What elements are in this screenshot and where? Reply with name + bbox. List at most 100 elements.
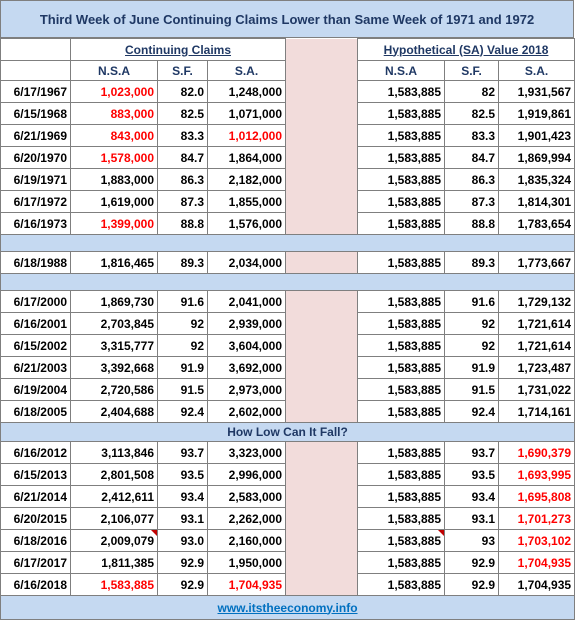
cell-hypo-sa: 1,695,808	[498, 485, 575, 508]
cell-sf: 89.3	[157, 251, 208, 274]
table-row: 6/20/2015 2,106,077 93.1 2,262,000 1,583…	[0, 507, 575, 530]
cell-sa: 2,160,000	[206, 529, 287, 552]
cell-sf: 93.4	[157, 485, 208, 508]
table-row: 6/17/2000 1,869,730 91.6 2,041,000 1,583…	[0, 290, 575, 313]
divider-cell	[285, 190, 359, 213]
cell-hypo-nsa: 1,583,885	[357, 573, 446, 596]
cell-sf: 92.9	[157, 573, 208, 596]
cell-hypo-nsa: 1,583,885	[357, 190, 446, 213]
cell-hypo-nsa: 1,583,885	[357, 290, 446, 313]
divider-cell	[285, 312, 359, 335]
col-header-hypo-nsa: N.S.A	[357, 60, 446, 81]
footer-cell: www.itstheeconomy.info	[0, 595, 575, 620]
cell-hypo-sa: 1,704,935	[498, 551, 575, 574]
cell-sa: 1,704,935	[206, 573, 287, 596]
divider-cell	[285, 168, 359, 191]
cell-hypo-sa: 1,721,614	[498, 334, 575, 357]
table-row: 6/19/2004 2,720,586 91.5 2,973,000 1,583…	[0, 378, 575, 401]
cell-date: 6/19/2004	[0, 378, 71, 401]
cell-nsa: 3,315,777	[70, 334, 158, 357]
cell-nsa: 3,392,668	[70, 356, 158, 379]
cell-hypo-sf: 87.3	[444, 190, 500, 213]
divider-cell	[285, 212, 359, 235]
divider-cell	[285, 356, 359, 379]
cell-date: 6/18/2016	[0, 529, 71, 552]
cell-nsa: 2,801,508	[70, 463, 158, 486]
table-row: 6/21/2003 3,392,668 91.9 3,692,000 1,583…	[0, 356, 575, 379]
cell-sa: 3,604,000	[206, 334, 287, 357]
cell-hypo-nsa: 1,583,885	[357, 551, 446, 574]
divider-cell	[285, 573, 359, 596]
cell-sf: 82.5	[157, 102, 208, 125]
cell-hypo-nsa: 1,583,885	[357, 146, 446, 169]
cell-sf: 86.3	[157, 168, 208, 191]
cell-hypo-nsa: 1,583,885	[357, 356, 446, 379]
cell-hypo-sf: 93.4	[444, 485, 500, 508]
cell-sa: 1,576,000	[206, 212, 287, 235]
cell-date: 6/16/2001	[0, 312, 71, 335]
cell-sf: 93.0	[157, 529, 208, 552]
divider-cell	[285, 102, 359, 125]
divider-cell	[285, 507, 359, 530]
cell-sf: 91.5	[157, 378, 208, 401]
cell-nsa: 1,619,000	[70, 190, 158, 213]
cell-hypo-nsa: 1,583,885	[357, 400, 446, 423]
table-row: 6/18/1988 1,816,465 89.3 2,034,000 1,583…	[0, 251, 575, 274]
cell-hypo-sf: 89.3	[444, 251, 500, 274]
cell-date: 6/18/2005	[0, 400, 71, 423]
cell-sa: 1,071,000	[206, 102, 287, 125]
cell-nsa: 1,399,000	[70, 212, 158, 235]
table-row: 6/16/2012 3,113,846 93.7 3,323,000 1,583…	[0, 441, 575, 464]
cell-sf: 92.4	[157, 400, 208, 423]
cell-hypo-sf: 91.9	[444, 356, 500, 379]
col-header-hypo-sa: S.A.	[498, 60, 575, 81]
cell-sa: 2,939,000	[206, 312, 287, 335]
table-row: 6/15/1968 883,000 82.5 1,071,000 1,583,8…	[0, 102, 575, 125]
cell-hypo-nsa: 1,583,885	[357, 441, 446, 464]
cell-nsa: 2,009,079	[70, 529, 158, 552]
cell-hypo-sa: 1,729,132	[498, 290, 575, 313]
cell-hypo-nsa: 1,583,885	[357, 102, 446, 125]
cell-hypo-sf: 82.5	[444, 102, 500, 125]
table-row: 6/15/2013 2,801,508 93.5 2,996,000 1,583…	[0, 463, 575, 486]
cell-sa: 1,864,000	[206, 146, 287, 169]
col-header-sf: S.F.	[157, 60, 208, 81]
cell-nsa: 843,000	[70, 124, 158, 147]
cell-sf: 88.8	[157, 212, 208, 235]
cell-hypo-sf: 83.3	[444, 124, 500, 147]
cell-date: 6/17/1972	[0, 190, 71, 213]
table-row: 6/21/2014 2,412,611 93.4 2,583,000 1,583…	[0, 485, 575, 508]
cell-sf: 84.7	[157, 146, 208, 169]
band-row	[0, 234, 575, 252]
cell-sa: 2,182,000	[206, 168, 287, 191]
divider-cell	[285, 529, 359, 552]
cell-nsa: 1,811,385	[70, 551, 158, 574]
cell-hypo-nsa: 1,583,885	[357, 168, 446, 191]
cell-date: 6/16/2018	[0, 573, 71, 596]
table-row: 6/16/2001 2,703,845 92 2,939,000 1,583,8…	[0, 312, 575, 335]
cell-nsa: 2,106,077	[70, 507, 158, 530]
cell-hypo-sf: 92.4	[444, 400, 500, 423]
section-label: How Low Can It Fall?	[0, 422, 575, 442]
cell-date: 6/15/2013	[0, 463, 71, 486]
header-row-columns: N.S.A S.F. S.A. N.S.A S.F. S.A.	[0, 60, 575, 81]
divider-cell	[285, 251, 359, 274]
cell-hypo-sf: 92	[444, 334, 500, 357]
cell-sa: 2,602,000	[206, 400, 287, 423]
cell-date: 6/20/2015	[0, 507, 71, 530]
cell-nsa: 1,578,000	[70, 146, 158, 169]
cell-hypo-nsa: 1,583,885	[357, 507, 446, 530]
cell-hypo-sf: 93.7	[444, 441, 500, 464]
divider-cell	[285, 485, 359, 508]
cell-hypo-sf: 93.5	[444, 463, 500, 486]
group-header-actual: Continuing Claims	[69, 38, 287, 61]
website-link[interactable]: www.itstheeconomy.info	[217, 600, 358, 615]
divider-cell	[285, 60, 359, 81]
cell-sf: 91.6	[157, 290, 208, 313]
cell-sf: 92.9	[157, 551, 208, 574]
corner-cell	[0, 60, 71, 81]
cell-hypo-nsa: 1,583,885	[357, 251, 446, 274]
cell-sa: 1,012,000	[206, 124, 287, 147]
claims-table: Continuing Claims Hypothetical (SA) Valu…	[0, 38, 575, 620]
cell-date: 6/15/2002	[0, 334, 71, 357]
